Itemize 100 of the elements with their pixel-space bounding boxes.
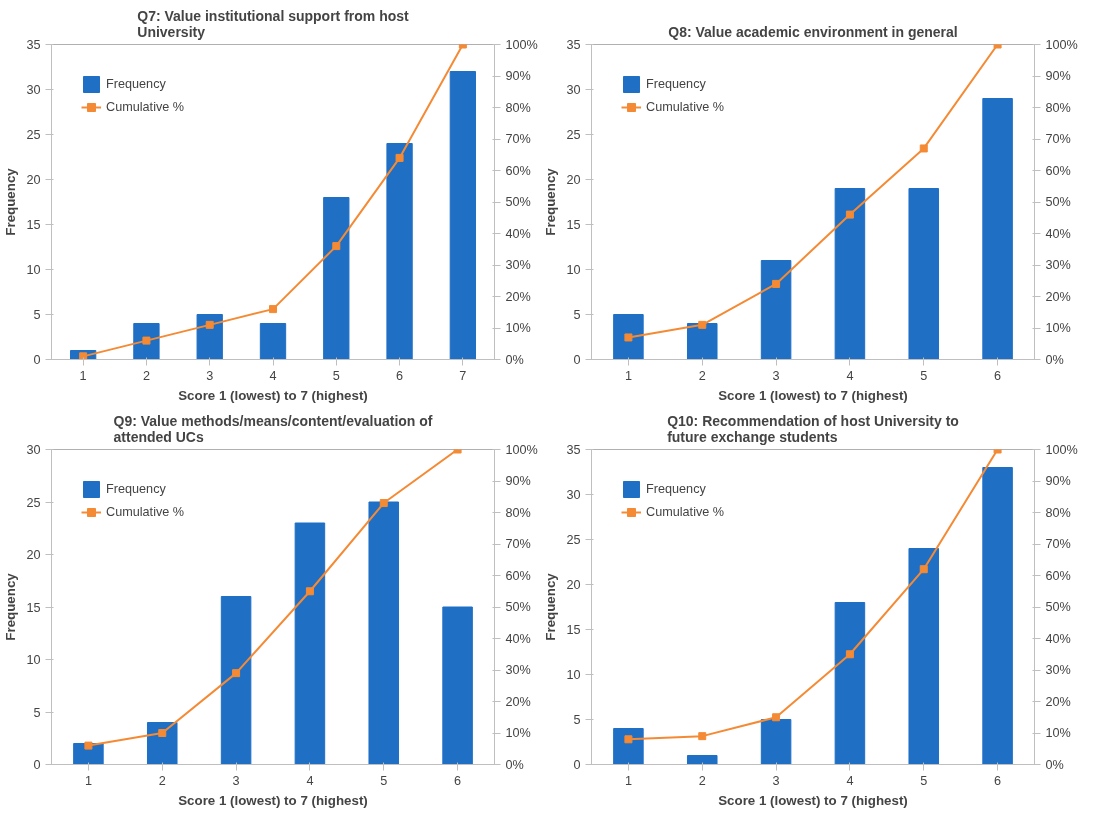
x-tick-label: 6 — [396, 368, 404, 383]
y-tick-label: 15 — [26, 600, 41, 615]
y2-tick-label: 20% — [1045, 694, 1071, 709]
y2-tick-label: 90% — [1045, 474, 1071, 488]
y2-tick-label: 60% — [1045, 163, 1071, 178]
y-tick-label: 5 — [33, 705, 41, 720]
x-tick-label: 6 — [994, 773, 1002, 788]
y-tick-label: 30 — [566, 488, 581, 502]
y2-tick-label: 30% — [505, 258, 531, 272]
y2-tick-label: 0% — [1045, 757, 1064, 772]
x-axis-title: Score 1 (lowest) to 7 (highest) — [178, 792, 368, 808]
x-tick-label: 4 — [846, 368, 854, 383]
y2-tick-label: 70% — [505, 132, 531, 146]
y2-tick-label: 30% — [1045, 258, 1071, 272]
y2-tick-label: 100% — [1045, 442, 1078, 457]
x-tick-label: 4 — [269, 368, 277, 383]
x-tick-label: 5 — [920, 773, 928, 788]
y2-tick-label: 30% — [1045, 663, 1071, 677]
y-tick-label: 35 — [26, 38, 41, 52]
y-tick-label: 30 — [26, 443, 41, 457]
y2-tick-label: 70% — [1045, 537, 1071, 551]
y2-tick-label: 80% — [505, 505, 531, 520]
y2-tick-label: 0% — [1045, 352, 1064, 367]
y2-tick-label: 40% — [1045, 631, 1071, 646]
x-tick-label: 1 — [624, 773, 632, 788]
x-tick-label: 6 — [994, 368, 1002, 383]
chart-title: Q7: Value institutional support from host University — [137, 7, 410, 40]
y2-tick-label: 10% — [505, 726, 531, 740]
y2-tick-label: 50% — [505, 195, 531, 209]
y2-tick-label: 70% — [505, 537, 531, 551]
y2-tick-label: 100% — [505, 37, 538, 52]
x-tick-label: 1 — [79, 368, 87, 383]
y2-tick-label: 60% — [505, 568, 531, 583]
x-tick-label: 4 — [306, 773, 314, 788]
x-tick-label: 2 — [698, 773, 706, 788]
y2-tick-label: 10% — [505, 321, 531, 335]
y-tick-label: 10 — [566, 263, 581, 277]
y-tick-label: 25 — [566, 128, 581, 142]
chart-title: Q9: Value methods/means/content/evaluation of attended UCs — [113, 412, 433, 445]
x-tick-label: 7 — [459, 368, 467, 383]
y2-tick-label: 50% — [1045, 195, 1071, 209]
legend-label: Frequency — [646, 482, 706, 496]
x-tick-label: 5 — [332, 368, 340, 383]
y-tick-label: 0 — [573, 758, 581, 772]
y2-tick-label: 40% — [505, 631, 531, 646]
y2-tick-label: 60% — [1045, 568, 1071, 583]
x-axis-title: Score 1 (lowest) to 7 (highest) — [718, 387, 908, 403]
y2-tick-label: 100% — [505, 442, 538, 457]
y-tick-label: 30 — [566, 83, 581, 97]
y-tick-label: 20 — [566, 173, 581, 187]
x-tick-label: 1 — [84, 773, 92, 788]
legend-label: Frequency — [646, 77, 706, 91]
y2-tick-label: 60% — [505, 163, 531, 178]
x-tick-label: 3 — [232, 773, 240, 788]
chart-title: Q10: Recommendation of host University to future exchange students — [667, 412, 959, 445]
x-tick-label: 6 — [454, 773, 462, 788]
x-tick-label: 3 — [772, 368, 780, 383]
y2-tick-label: 80% — [1045, 100, 1071, 115]
y-tick-label: 25 — [26, 128, 41, 142]
y-tick-label: 5 — [33, 308, 41, 322]
y-tick-label: 10 — [26, 653, 41, 667]
y2-tick-label: 10% — [1045, 726, 1071, 740]
y2-tick-label: 20% — [505, 694, 531, 709]
y-axis-title: Frequency — [543, 572, 559, 641]
x-tick-label: 2 — [158, 773, 166, 788]
x-tick-label: 3 — [772, 773, 780, 788]
y-tick-label: 15 — [26, 218, 41, 232]
x-tick-label: 2 — [142, 368, 150, 383]
y2-tick-label: 80% — [505, 100, 531, 115]
y2-tick-label: 10% — [1045, 321, 1071, 335]
y-tick-label: 30 — [26, 83, 41, 97]
x-axis-title: Score 1 (lowest) to 7 (highest) — [718, 792, 908, 808]
y-axis-title: Frequency — [3, 167, 19, 236]
y-tick-label: 35 — [566, 38, 581, 52]
y2-tick-label: 20% — [1045, 289, 1071, 304]
x-tick-label: 3 — [206, 368, 214, 383]
y2-tick-label: 100% — [1045, 37, 1078, 52]
legend-label: Cumulative % — [106, 505, 185, 519]
y-tick-label: 15 — [566, 218, 581, 232]
y2-tick-label: 50% — [505, 600, 531, 614]
y-axis-title: Frequency — [543, 167, 559, 236]
y2-tick-label: 70% — [1045, 132, 1071, 146]
y-tick-label: 5 — [573, 308, 581, 322]
y2-tick-label: 20% — [505, 289, 531, 304]
y2-tick-label: 80% — [1045, 505, 1071, 520]
x-tick-label: 1 — [624, 368, 632, 383]
y-tick-label: 25 — [26, 495, 41, 510]
x-tick-label: 4 — [846, 773, 854, 788]
y2-tick-label: 90% — [505, 474, 531, 488]
y-tick-label: 20 — [566, 578, 581, 592]
legend-label: Cumulative % — [646, 505, 725, 519]
legend-label: Frequency — [106, 482, 166, 496]
y-tick-label: 25 — [566, 533, 581, 547]
x-tick-label: 5 — [920, 368, 928, 383]
y-tick-label: 0 — [33, 758, 41, 772]
y2-tick-label: 90% — [1045, 69, 1071, 83]
y-tick-label: 20 — [26, 548, 41, 562]
x-tick-label: 2 — [698, 368, 706, 383]
y-tick-label: 15 — [566, 623, 581, 637]
y2-tick-label: 0% — [505, 352, 524, 367]
